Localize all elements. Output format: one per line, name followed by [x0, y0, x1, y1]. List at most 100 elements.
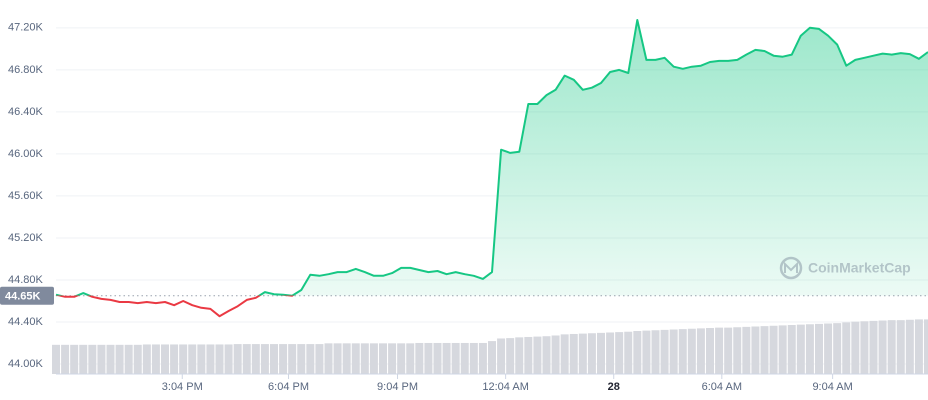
volume-bar — [442, 342, 451, 374]
volume-bar — [678, 329, 687, 374]
volume-bar — [760, 326, 769, 374]
volume-bar — [124, 344, 133, 374]
volume-bar — [260, 344, 269, 374]
volume-bar — [687, 328, 696, 374]
volume-bar — [270, 344, 278, 374]
watermark: CoinMarketCap — [779, 256, 911, 280]
volume-bar — [597, 332, 605, 374]
volume-bar — [342, 343, 351, 374]
y-tick-label: 44.00K — [8, 358, 44, 370]
volume-bar — [333, 343, 342, 374]
volume-bar — [706, 327, 714, 374]
volume-bar — [478, 342, 487, 374]
volume-bar — [842, 322, 851, 374]
volume-bar — [833, 323, 842, 374]
x-tick-label: 6:04 PM — [268, 381, 309, 393]
volume-bar — [151, 344, 160, 374]
volume-bar — [469, 342, 478, 374]
volume-bar — [224, 344, 233, 374]
x-tick-label: 28 — [608, 381, 620, 393]
y-tick-label: 46.80K — [8, 64, 44, 76]
y-tick-label: 45.20K — [8, 232, 44, 244]
volume-bar — [424, 342, 433, 374]
volume-bar — [188, 344, 197, 374]
y-tick-label: 46.00K — [8, 148, 44, 160]
volume-bar — [179, 344, 188, 374]
volume-bar — [860, 321, 869, 374]
volume-bar — [624, 331, 633, 374]
volume-bar — [542, 336, 551, 374]
volume-bar — [805, 324, 814, 374]
volume-bar — [288, 344, 297, 374]
volume-bar — [642, 330, 651, 374]
volume-bar — [279, 344, 288, 374]
volume-bar — [569, 333, 578, 374]
volume-bar — [578, 333, 587, 374]
volume-bar — [369, 343, 378, 374]
volume-bar — [233, 344, 242, 374]
volume-bar — [606, 332, 615, 374]
volume-bar — [651, 330, 660, 374]
volume-bar — [506, 338, 515, 374]
volume-bar — [669, 329, 678, 374]
volume-bar — [914, 319, 923, 374]
volume-bar — [161, 344, 169, 374]
volume-bar — [197, 344, 206, 374]
reference-label-box — [0, 286, 54, 305]
volume-bar — [733, 327, 742, 374]
volume-bar — [878, 320, 887, 374]
area — [56, 20, 928, 296]
volume-bar — [524, 336, 533, 374]
volume-bar — [106, 344, 115, 374]
volume-bar — [715, 327, 724, 374]
volume-bar — [869, 320, 878, 374]
volume-bar — [742, 326, 751, 374]
volume-bar — [397, 343, 406, 374]
volume-bar — [206, 344, 215, 374]
x-tick-label: 9:04 AM — [812, 381, 852, 393]
volume-bar — [751, 326, 760, 374]
volume-bar — [587, 333, 596, 374]
volume-bar — [251, 344, 260, 374]
volume-bar — [615, 332, 624, 374]
volume-bar — [170, 344, 179, 374]
volume-bar — [97, 344, 106, 374]
y-tick-label: 47.20K — [8, 22, 44, 34]
volume-bar — [851, 321, 860, 374]
volume-bar — [633, 330, 642, 374]
x-tick-label: 9:04 PM — [377, 381, 418, 393]
volume-bar — [70, 344, 79, 374]
y-tick-label: 45.60K — [8, 190, 44, 202]
volume-bar — [379, 343, 387, 374]
volume-bar — [306, 344, 315, 374]
volume-bar — [696, 328, 705, 374]
volume-bar — [388, 343, 397, 374]
volume-bar — [460, 342, 469, 374]
volume-bar — [133, 344, 142, 374]
volume-bar — [724, 327, 733, 374]
volume-bar — [115, 344, 124, 374]
volume-bar — [415, 342, 424, 374]
reference-label: 44.65K — [5, 291, 41, 303]
volume-bar — [924, 319, 928, 374]
volume-bar — [360, 343, 369, 374]
volume-bar — [79, 344, 88, 374]
volume-bar — [497, 338, 506, 374]
volume-bar — [787, 325, 796, 374]
volume-bar — [769, 325, 778, 374]
volume-bar — [351, 343, 360, 374]
volume-bar — [815, 323, 823, 374]
volume-bar — [887, 320, 896, 374]
volume-bar — [896, 320, 905, 374]
volume-bar — [52, 344, 60, 374]
volume-bar — [451, 342, 460, 374]
volume-bar — [515, 337, 524, 374]
watermark-text: CoinMarketCap — [808, 260, 911, 276]
y-tick-label: 44.40K — [8, 316, 44, 328]
volume-bar — [215, 344, 224, 374]
volume-bar — [142, 344, 151, 374]
volume-bar — [905, 319, 914, 374]
volume-bar — [324, 343, 333, 374]
volume-bar — [488, 341, 496, 374]
